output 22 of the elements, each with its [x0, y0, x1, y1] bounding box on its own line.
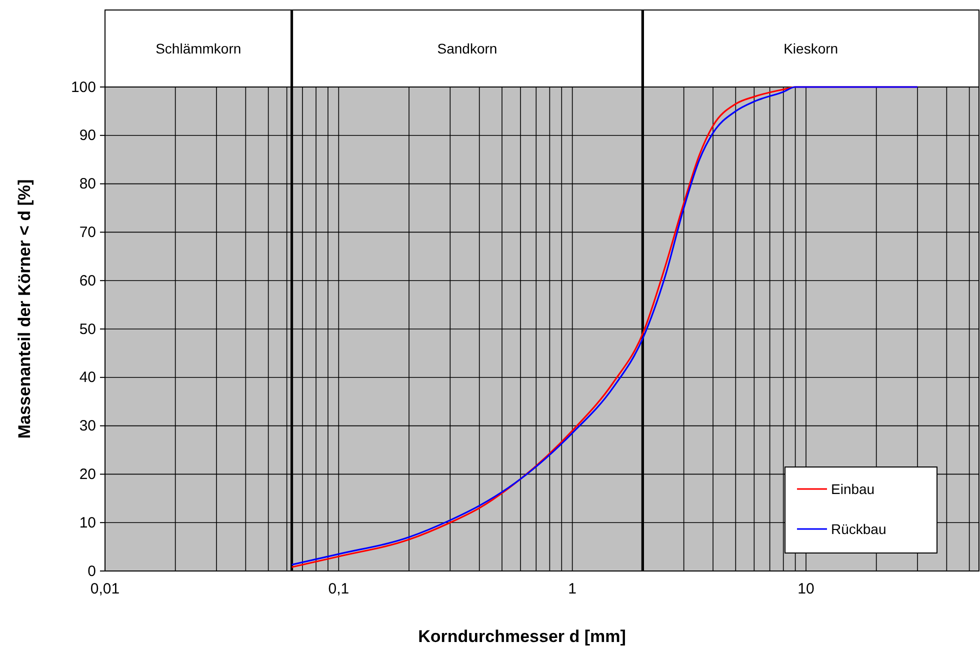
y-tick-label: 0 — [88, 562, 96, 580]
y-axis-title: Massenanteil der Körner < d [%] — [15, 179, 34, 439]
band-label: Kieskorn — [784, 40, 838, 56]
y-tick-label: 40 — [79, 369, 96, 386]
band-label: Schlämmkorn — [156, 40, 242, 56]
x-tick-label: 0,1 — [328, 580, 350, 598]
band-label: Sandkorn — [437, 40, 498, 56]
y-tick-label: 60 — [79, 272, 96, 290]
x-tick-label: 10 — [798, 580, 814, 598]
y-tick-label: 10 — [79, 514, 96, 532]
y-tick-label: 70 — [79, 224, 96, 241]
x-axis-title: Korndurchmesser d [mm] — [418, 627, 626, 646]
x-tick-label: 0,01 — [90, 580, 120, 598]
y-tick-label: 90 — [79, 127, 96, 144]
y-tick-label: 50 — [79, 320, 96, 338]
y-tick-label: 80 — [79, 176, 96, 193]
legend-label: Rückbau — [831, 521, 886, 537]
legend-label: Einbau — [831, 481, 875, 497]
y-tick-label: 20 — [79, 466, 96, 483]
y-tick-label: 100 — [70, 78, 96, 96]
y-tick-label: 30 — [79, 418, 96, 435]
x-tick-label: 1 — [568, 580, 577, 598]
